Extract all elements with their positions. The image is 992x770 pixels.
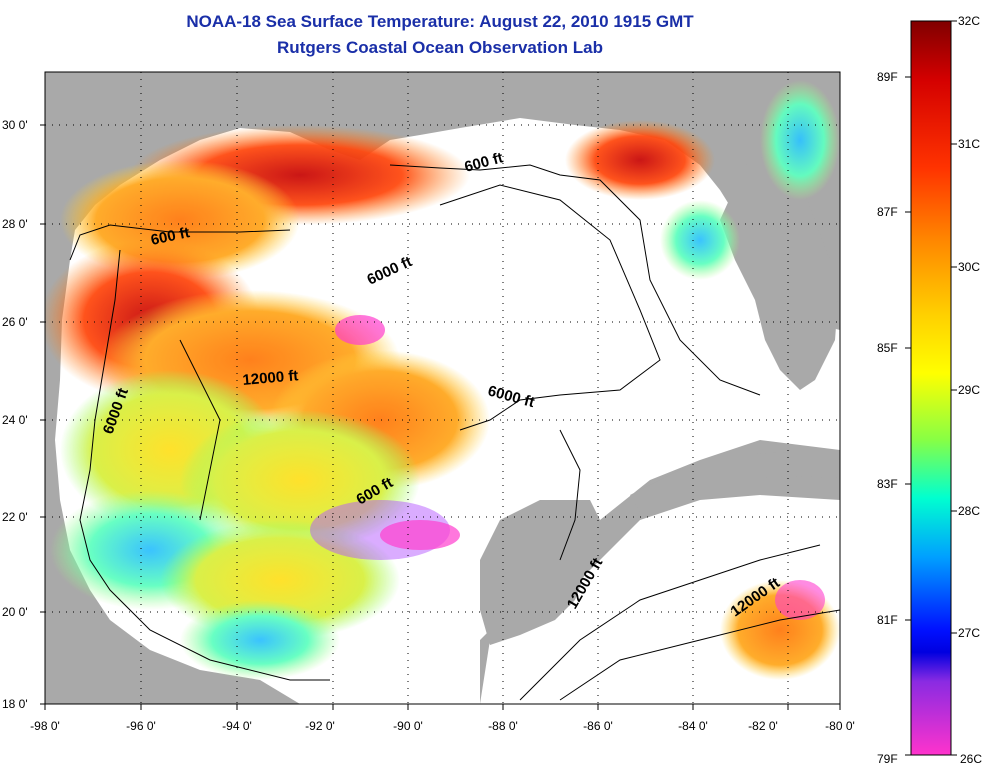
- sst-data: [45, 80, 840, 680]
- graticule: [45, 72, 840, 704]
- lat-tick: 30 0': [2, 118, 28, 132]
- lat-tick-labels: 30 0' 28 0' 26 0' 24 0' 22 0' 20 0' 18 0…: [2, 118, 28, 711]
- map-title: NOAA-18 Sea Surface Temperature: August …: [186, 12, 694, 31]
- lon-tick: -94 0': [222, 719, 252, 733]
- florida-land: [720, 150, 838, 390]
- colorbar-f-label: 89F: [877, 70, 898, 84]
- colorbar-c-label: 28C: [958, 504, 980, 518]
- colorbar-scale: [910, 20, 952, 756]
- lon-tick: -90 0': [393, 719, 423, 733]
- lat-tick: 18 0': [2, 697, 28, 711]
- lon-tick: -80 0': [825, 719, 855, 733]
- colorbar-c-label: 31C: [958, 137, 980, 151]
- colorbar-c-label: 29C: [958, 383, 980, 397]
- lat-tick: 28 0': [2, 217, 28, 231]
- map-subtitle: Rutgers Coastal Ocean Observation Lab: [277, 38, 603, 57]
- map-frame: [44, 71, 841, 705]
- colorbar-c-label: 30C: [958, 260, 980, 274]
- colorbar-c-label: 32C: [958, 14, 980, 28]
- colorbar: 32C 31C 30C 29C 28C 27C 26C 89F 87F 85F …: [877, 14, 982, 766]
- yucatan-land: [480, 500, 600, 645]
- lon-tick: -84 0': [678, 719, 708, 733]
- lon-tick: -86 0': [583, 719, 613, 733]
- colorbar-f-label: 87F: [877, 205, 898, 219]
- depth-contours: [69, 164, 840, 701]
- colorbar-f-label: 79F: [877, 752, 898, 766]
- lon-tick: -88 0': [488, 719, 518, 733]
- lat-tick: 20 0': [2, 605, 28, 619]
- lon-axis: [44, 704, 841, 710]
- lon-tick: -96 0': [126, 719, 156, 733]
- colorbar-c-label: 26C: [960, 752, 982, 766]
- colorbar-c-label: 27C: [958, 626, 980, 640]
- lon-tick: -92 0': [305, 719, 335, 733]
- lat-tick: 24 0': [2, 413, 28, 427]
- lon-tick-labels: -98 0' -96 0' -94 0' -92 0' -90 0' -88 0…: [30, 719, 855, 733]
- colorbar-f-label: 81F: [877, 613, 898, 627]
- map-area: [45, 72, 840, 704]
- lat-axis: [40, 124, 45, 705]
- colorbar-f-label: 83F: [877, 477, 898, 491]
- colorbar-f-label: 85F: [877, 341, 898, 355]
- lon-tick: -82 0': [748, 719, 778, 733]
- lat-tick: 26 0': [2, 315, 28, 329]
- cuba-land: [630, 452, 840, 512]
- contour-label-12000-center: 12000 ft: [242, 367, 299, 389]
- lon-tick: -98 0': [30, 719, 60, 733]
- lat-tick: 22 0': [2, 510, 28, 524]
